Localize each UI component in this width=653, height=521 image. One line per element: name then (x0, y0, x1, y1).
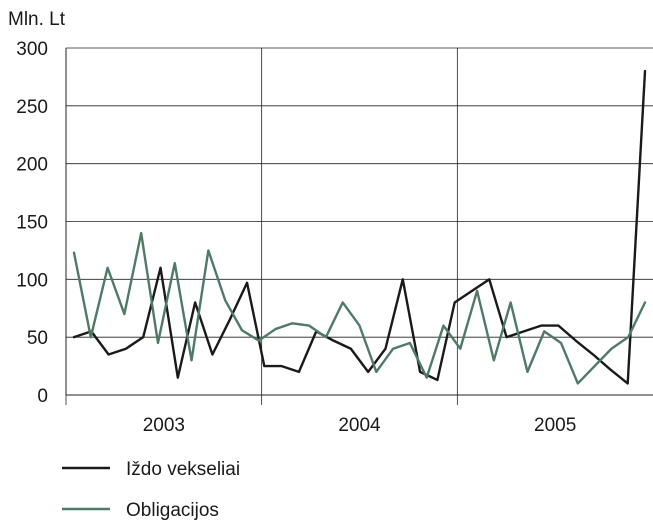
y-tick-label: 150 (16, 213, 48, 234)
gridlines (65, 47, 653, 395)
x-tick-label-2003: 2003 (143, 415, 185, 436)
x-tick-label-2005: 2005 (534, 415, 576, 436)
x-axis: 2003 2004 2005 (65, 48, 653, 436)
y-tick-label: 0 (37, 386, 48, 407)
series-lines (72, 69, 647, 385)
y-tick-label: 100 (16, 270, 48, 291)
legend-label: Iždo vekseliai (126, 459, 240, 480)
y-tick-label: 300 (16, 39, 48, 60)
y-tick-labels: 0 50 100 150 200 250 300 (16, 39, 48, 407)
y-axis-label: Mln. Lt (8, 9, 66, 30)
series-line-izdo-vekseliai (72, 69, 647, 385)
y-tick-label: 50 (27, 328, 48, 349)
legend-label: Obligacijos (126, 500, 219, 521)
x-tick-label-2004: 2004 (338, 415, 381, 436)
series-line-obligacijos (72, 231, 647, 385)
legend: Iždo vekseliai Obligacijos (62, 459, 240, 521)
y-tick-label: 250 (16, 97, 48, 118)
y-tick-label: 200 (16, 155, 48, 176)
